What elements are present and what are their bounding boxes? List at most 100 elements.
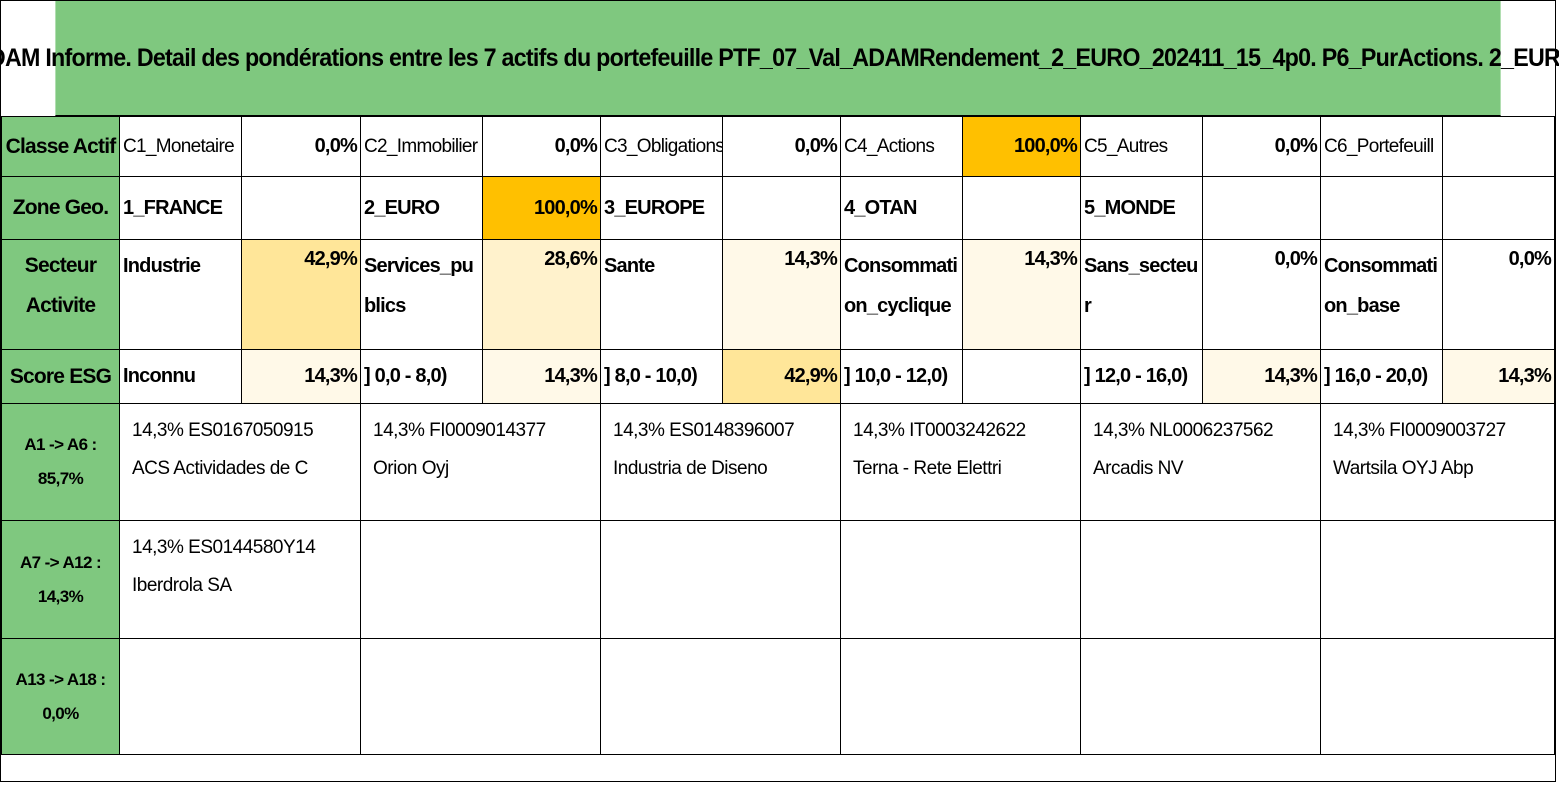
zone-label-5: 5_MONDE bbox=[1080, 176, 1203, 240]
secteur-label-2: Services_publics bbox=[360, 239, 483, 350]
esg-pct-6: 14,3% bbox=[1442, 349, 1555, 404]
asset-cell-a8 bbox=[360, 520, 601, 639]
classe-pct-c4: 100,0% bbox=[962, 116, 1081, 177]
zone-pct-6 bbox=[1442, 176, 1555, 240]
asset-a6-isin: 14,3% FI0009003727 bbox=[1333, 420, 1506, 441]
asset-cell-a2: 14,3% FI0009014377 Orion Oyj bbox=[360, 403, 601, 521]
classe-pct-c2: 0,0% bbox=[482, 116, 601, 177]
asset-cell-a4: 14,3% IT0003242622 Terna - Rete Elettri bbox=[840, 403, 1081, 521]
classe-pct-c3: 0,0% bbox=[722, 116, 841, 177]
asset-a2-isin: 14,3% FI0009014377 bbox=[373, 420, 546, 441]
allocation-table: Classe Actif C1_Monetaire 0,0% C2_Immobi… bbox=[1, 116, 1555, 755]
secteur-label-3: Sante bbox=[600, 239, 723, 350]
row-header-classe-actif: Classe Actif bbox=[1, 116, 120, 177]
zone-label-2: 2_EURO bbox=[360, 176, 483, 240]
asset-a2-name: Orion Oyj bbox=[373, 458, 449, 479]
secteur-pct-1: 42,9% bbox=[241, 239, 361, 350]
secteur-pct-6: 0,0% bbox=[1442, 239, 1555, 350]
asset-a4-name: Terna - Rete Elettri bbox=[853, 458, 1002, 479]
secteur-pct-5: 0,0% bbox=[1202, 239, 1321, 350]
secteur-pct-3: 14,3% bbox=[722, 239, 841, 350]
esg-label-1: Inconnu bbox=[119, 349, 242, 404]
row-header-zone-geo: Zone Geo. bbox=[1, 176, 120, 240]
asset-cell-a5: 14,3% NL0006237562 Arcadis NV bbox=[1080, 403, 1321, 521]
assets-a13-a18-total: 0,0% bbox=[42, 703, 79, 723]
assets-a1-a6-total: 85,7% bbox=[37, 469, 84, 488]
asset-a5-name: Arcadis NV bbox=[1093, 458, 1184, 479]
row-assets-a13-a18: A13 -> A18 : 0,0% bbox=[1, 638, 1555, 755]
assets-a13-a18-header: A13 -> A18 : 0,0% bbox=[1, 638, 120, 755]
zone-pct-5 bbox=[1202, 176, 1321, 240]
classe-label-c2: C2_Immobilier bbox=[360, 116, 483, 177]
zone-pct-1 bbox=[241, 176, 361, 240]
row-assets-a1-a6: A1 -> A6 : 85,7% 14,3% ES0167050915 ACS … bbox=[1, 403, 1555, 521]
asset-cell-a6: 14,3% FI0009003727 Wartsila OYJ Abp bbox=[1320, 403, 1555, 521]
secteur-label-6: Consommation_base bbox=[1320, 239, 1443, 350]
asset-a4-isin: 14,3% IT0003242622 bbox=[853, 420, 1026, 441]
zone-pct-2: 100,0% bbox=[482, 176, 601, 240]
classe-pct-c1: 0,0% bbox=[241, 116, 361, 177]
esg-label-6: ] 16,0 - 20,0) bbox=[1320, 349, 1443, 404]
esg-pct-4 bbox=[962, 349, 1081, 404]
secteur-pct-2: 28,6% bbox=[482, 239, 601, 350]
asset-a5-isin: 14,3% NL0006237562 bbox=[1093, 420, 1274, 441]
asset-a1-name: ACS Actividades de C bbox=[132, 458, 308, 479]
zone-label-4: 4_OTAN bbox=[840, 176, 963, 240]
secteur-label-4: Consommation_cyclique bbox=[840, 239, 963, 350]
esg-label-2: ] 0,0 - 8,0) bbox=[360, 349, 483, 404]
secteur-pct-4: 14,3% bbox=[962, 239, 1081, 350]
row-assets-a7-a12: A7 -> A12 : 14,3% 14,3% ES0144580Y14 Ibe… bbox=[1, 520, 1555, 639]
row-classe-actif: Classe Actif C1_Monetaire 0,0% C2_Immobi… bbox=[1, 116, 1555, 177]
asset-cell-a9 bbox=[600, 520, 841, 639]
asset-cell-a11 bbox=[1080, 520, 1321, 639]
classe-label-c5: C5_Autres bbox=[1080, 116, 1203, 177]
classe-label-c1: C1_Monetaire bbox=[119, 116, 242, 177]
esg-label-3: ] 8,0 - 10,0) bbox=[600, 349, 723, 404]
assets-a7-a12-header: A7 -> A12 : 14,3% bbox=[1, 520, 120, 639]
asset-cell-a15 bbox=[600, 638, 841, 755]
classe-pct-c5: 0,0% bbox=[1202, 116, 1321, 177]
zone-pct-3 bbox=[722, 176, 841, 240]
asset-a3-name: Industria de Diseno bbox=[613, 458, 768, 479]
classe-label-c6: C6_Portefeuill bbox=[1320, 116, 1443, 177]
zone-pct-4 bbox=[962, 176, 1081, 240]
asset-a7-name: Iberdrola SA bbox=[132, 575, 232, 596]
classe-label-c4: C4_Actions bbox=[840, 116, 963, 177]
asset-cell-a10 bbox=[840, 520, 1081, 639]
asset-a6-name: Wartsila OYJ Abp bbox=[1333, 458, 1474, 479]
esg-pct-1: 14,3% bbox=[241, 349, 361, 404]
assets-a1-a6-header: A1 -> A6 : 85,7% bbox=[1, 403, 120, 521]
asset-cell-a12 bbox=[1320, 520, 1555, 639]
report-title: ADAM Informe. Detail des pondérations en… bbox=[0, 1, 1559, 116]
esg-label-5: ] 12,0 - 16,0) bbox=[1080, 349, 1203, 404]
row-secteur: Secteur Activite Industrie 42,9% Service… bbox=[1, 239, 1555, 350]
asset-cell-a7: 14,3% ES0144580Y14 Iberdrola SA bbox=[119, 520, 361, 639]
secteur-label-1: Industrie bbox=[119, 239, 242, 350]
row-zone-geo: Zone Geo. 1_FRANCE 2_EURO 100,0% 3_EUROP… bbox=[1, 176, 1555, 240]
zone-label-6 bbox=[1320, 176, 1443, 240]
asset-cell-a3: 14,3% ES0148396007 Industria de Diseno bbox=[600, 403, 841, 521]
asset-cell-a17 bbox=[1080, 638, 1321, 755]
esg-pct-2: 14,3% bbox=[482, 349, 601, 404]
classe-label-c3: C3_Obligations bbox=[600, 116, 723, 177]
row-header-score-esg: Score ESG bbox=[1, 349, 120, 404]
asset-cell-a13 bbox=[119, 638, 361, 755]
esg-label-4: ] 10,0 - 12,0) bbox=[840, 349, 963, 404]
asset-cell-a14 bbox=[360, 638, 601, 755]
zone-label-1: 1_FRANCE bbox=[119, 176, 242, 240]
assets-a13-a18-range: A13 -> A18 : bbox=[15, 669, 107, 689]
esg-pct-3: 42,9% bbox=[722, 349, 841, 404]
assets-a7-a12-total: 14,3% bbox=[37, 586, 84, 606]
zone-label-3: 3_EUROPE bbox=[600, 176, 723, 240]
row-score-esg: Score ESG Inconnu 14,3% ] 0,0 - 8,0) 14,… bbox=[1, 349, 1555, 404]
asset-a3-isin: 14,3% ES0148396007 bbox=[613, 420, 795, 441]
asset-cell-a18 bbox=[1320, 638, 1555, 755]
classe-pct-c6 bbox=[1442, 116, 1555, 177]
assets-a1-a6-range: A1 -> A6 : bbox=[24, 435, 97, 454]
secteur-label-5: Sans_secteur bbox=[1080, 239, 1203, 350]
esg-pct-5: 14,3% bbox=[1202, 349, 1321, 404]
asset-cell-a1: 14,3% ES0167050915 ACS Actividades de C bbox=[119, 403, 361, 521]
asset-cell-a16 bbox=[840, 638, 1081, 755]
asset-a1-isin: 14,3% ES0167050915 bbox=[132, 420, 314, 441]
